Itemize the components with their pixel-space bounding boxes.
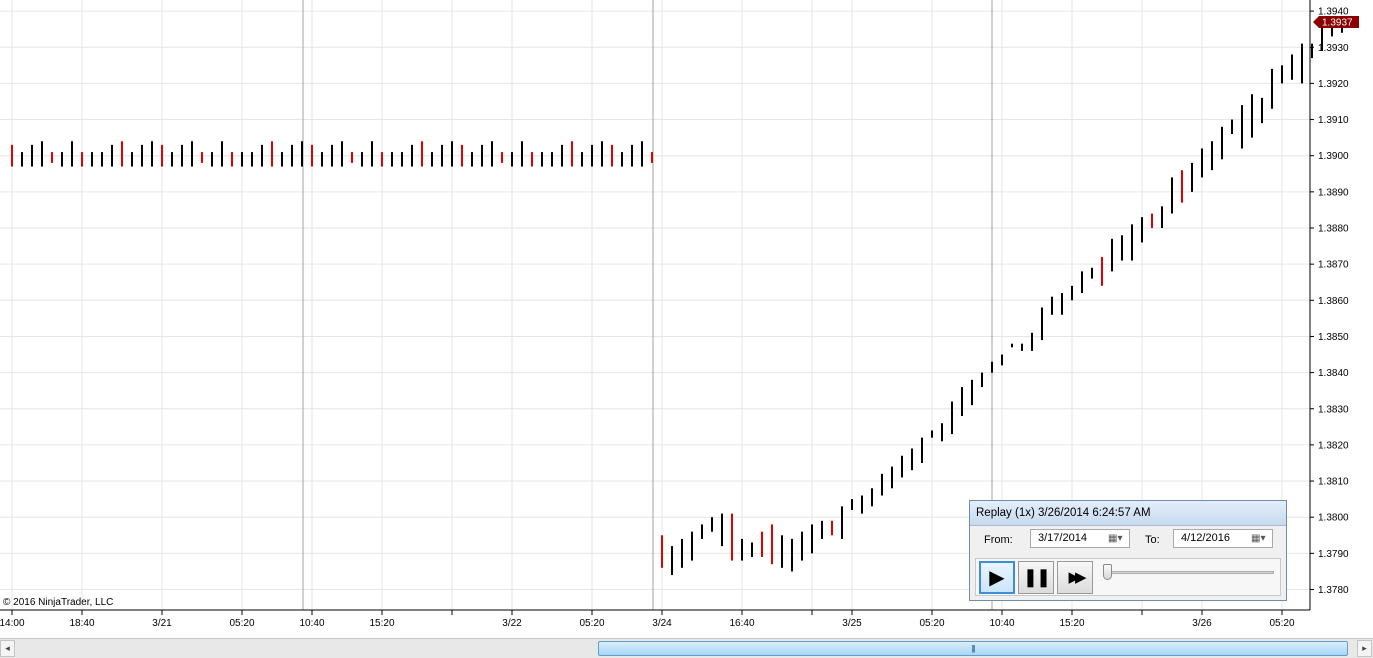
x-tick-label: 14:00 (0, 618, 25, 629)
fast-forward-button[interactable]: ▶▶ (1057, 561, 1093, 594)
pause-icon: ❚❚ (1022, 567, 1051, 587)
play-button[interactable]: ▶ (979, 561, 1015, 594)
chart-axes: 1.3780 1.3790 1.3800 1.3810 1.3820 1.3830 1.38… (0, 0, 1359, 629)
scroll-left-button[interactable]: ◂ (0, 640, 15, 657)
x-tick-label: 15:20 (369, 618, 394, 629)
scrollbar-thumb[interactable]: ||| (598, 641, 1348, 656)
x-tick-label: 10:40 (989, 618, 1014, 629)
y-tick-label: 1.3810 (1318, 477, 1349, 488)
last-price-label: 1.3937 (1322, 17, 1353, 28)
x-tick-label: 05:20 (229, 618, 254, 629)
y-tick-label: 1.3840 (1318, 368, 1349, 379)
calendar-dropdown-icon[interactable]: ▦▾ (1251, 533, 1266, 544)
to-label: To: (1145, 534, 1160, 546)
y-tick-label: 1.3910 (1318, 115, 1349, 126)
y-tick-label: 1.3930 (1318, 43, 1349, 54)
replay-panel[interactable]: Replay (1x) 3/26/2014 6:24:57 AM From: 3… (969, 500, 1287, 601)
play-icon: ▶ (989, 567, 1005, 589)
y-tick-label: 1.3920 (1318, 79, 1349, 90)
y-tick-label: 1.3800 (1318, 513, 1349, 524)
x-tick-label: 18:40 (69, 618, 94, 629)
replay-controls: ▶ ❚❚ ▶▶ (975, 558, 1281, 596)
x-tick-label: 3/26 (1192, 618, 1212, 629)
replay-title: Replay (1x) 3/26/2014 6:24:57 AM (970, 501, 1286, 526)
from-label: From: (984, 534, 1013, 546)
chevron-left-icon: ◂ (5, 643, 10, 653)
replay-speed-slider[interactable] (1104, 571, 1274, 574)
to-date-value: 4/12/2016 (1181, 532, 1230, 544)
pause-button[interactable]: ❚❚ (1018, 561, 1054, 594)
y-tick-label: 1.3780 (1318, 585, 1349, 596)
x-tick-label: 3/22 (502, 618, 522, 629)
horizontal-scrollbar[interactable]: ◂ ||| ▸ (0, 638, 1373, 658)
y-tick-label: 1.3900 (1318, 151, 1349, 162)
chevron-right-icon: ▸ (1362, 643, 1367, 653)
scroll-right-button[interactable]: ▸ (1357, 640, 1372, 657)
x-tick-label: 05:20 (579, 618, 604, 629)
x-tick-label: 3/24 (652, 618, 672, 629)
calendar-dropdown-icon[interactable]: ▦▾ (1108, 533, 1123, 544)
to-date-picker[interactable]: 4/12/2016 ▦▾ (1173, 529, 1273, 548)
x-tick-label: 3/25 (842, 618, 862, 629)
fast-forward-icon: ▶▶ (1068, 569, 1086, 586)
replay-speed-slider-knob[interactable] (1103, 564, 1112, 580)
y-tick-label: 1.3890 (1318, 187, 1349, 198)
y-tick-label: 1.3880 (1318, 224, 1349, 235)
y-tick-label: 1.3870 (1318, 260, 1349, 271)
y-tick-label: 1.3860 (1318, 296, 1349, 307)
x-tick-label: 3/21 (152, 618, 172, 629)
y-tick-label: 1.3940 (1318, 7, 1349, 18)
last-price-marker (1313, 15, 1359, 28)
y-tick-label: 1.3850 (1318, 332, 1349, 343)
scrollbar-grip-icon: ||| (971, 644, 975, 653)
copyright-text: © 2016 NinjaTrader, LLC (3, 597, 114, 608)
x-tick-label: 05:20 (1269, 618, 1294, 629)
from-date-picker[interactable]: 3/17/2014 ▦▾ (1030, 529, 1130, 548)
y-tick-label: 1.3820 (1318, 440, 1349, 451)
y-tick-label: 1.3830 (1318, 404, 1349, 415)
from-date-value: 3/17/2014 (1038, 532, 1087, 544)
x-tick-label: 05:20 (919, 618, 944, 629)
x-tick-label: 10:40 (299, 618, 324, 629)
x-tick-label: 15:20 (1059, 618, 1084, 629)
price-bars (11, 18, 1343, 576)
y-tick-label: 1.3790 (1318, 549, 1349, 560)
replay-date-row: From: 3/17/2014 ▦▾ To: 4/12/2016 ▦▾ (970, 528, 1286, 550)
x-tick-label: 16:40 (729, 618, 754, 629)
